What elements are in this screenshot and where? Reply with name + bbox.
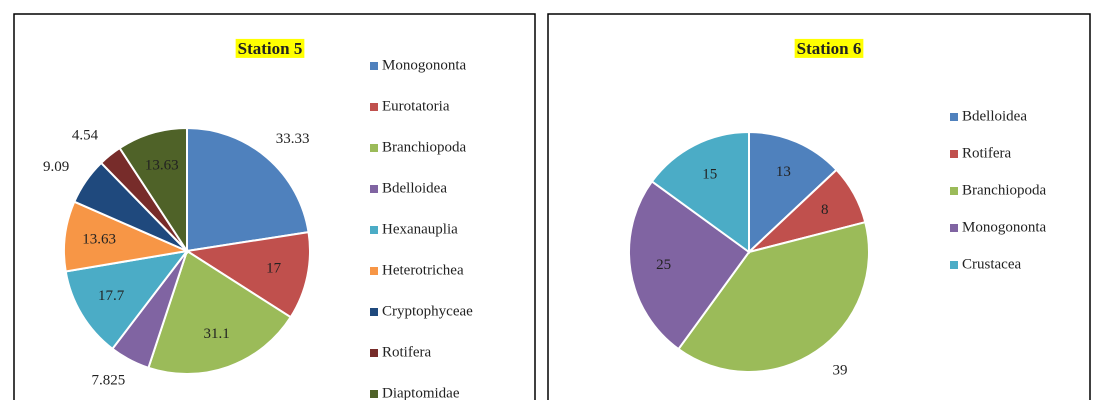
data-label: 39 [832, 363, 847, 379]
legend-swatch [950, 113, 958, 121]
legend-swatch [950, 224, 958, 232]
legend-label: Hexanauplia [382, 221, 458, 237]
panel-frame [547, 13, 1091, 400]
pie-slice [677, 220, 870, 373]
legend-swatch [950, 150, 958, 158]
data-label: 25 [656, 257, 671, 273]
legend-label: Rotifera [962, 145, 1011, 161]
title-highlight [794, 38, 864, 58]
legend-swatch [370, 103, 378, 111]
chart-title: Station 6 [797, 39, 862, 58]
pie-slice [186, 126, 310, 253]
pie-slice [118, 126, 188, 255]
legend-label: Branchiopoda [382, 139, 466, 155]
chart-title: Station 5 [238, 39, 303, 58]
legend-label: Crustacea [962, 256, 1021, 272]
legend-label: Bdelloidea [962, 108, 1027, 124]
pie-slice [147, 249, 293, 375]
data-label: 31.1 [204, 326, 230, 342]
data-label: 15 [702, 166, 717, 182]
legend-label: Eurotatoria [382, 98, 450, 114]
legend-swatch [370, 62, 378, 70]
legend-swatch [370, 226, 378, 234]
data-label: 7.825 [92, 372, 126, 388]
data-label: 8 [821, 202, 829, 218]
legend-label: Monogononta [382, 57, 467, 73]
pie-slice [628, 180, 751, 351]
data-label: 13.63 [82, 232, 116, 248]
data-label: 4.54 [72, 128, 99, 144]
legend-swatch [370, 267, 378, 275]
panel-frame [13, 13, 536, 400]
legend-swatch [370, 390, 378, 398]
pie-slice [184, 230, 311, 319]
legend-label: Diaptomidae [382, 385, 460, 400]
legend-swatch [370, 349, 378, 357]
title-highlight [235, 38, 305, 58]
legend-swatch [950, 187, 958, 195]
legend-label: Branchiopoda [962, 182, 1046, 198]
data-label: 13.63 [145, 158, 179, 174]
data-label: 9.09 [43, 159, 69, 175]
data-label: 17 [266, 261, 282, 277]
data-label: 17.7 [98, 288, 125, 304]
data-label: 13 [776, 164, 791, 180]
data-label: 33.33 [276, 131, 310, 147]
pie-slice [748, 130, 838, 255]
legend-swatch [950, 261, 958, 269]
pie-slice [650, 130, 750, 254]
legend-swatch [370, 308, 378, 316]
pie-slice [64, 249, 190, 351]
legend-label: Rotifera [382, 344, 431, 360]
legend-label: Heterotrichea [382, 262, 464, 278]
legend-label: Cryptophyceae [382, 303, 473, 319]
legend-swatch [370, 185, 378, 193]
legend-label: Monogononta [962, 219, 1047, 235]
legend-swatch [370, 144, 378, 152]
legend-label: Bdelloidea [382, 180, 447, 196]
